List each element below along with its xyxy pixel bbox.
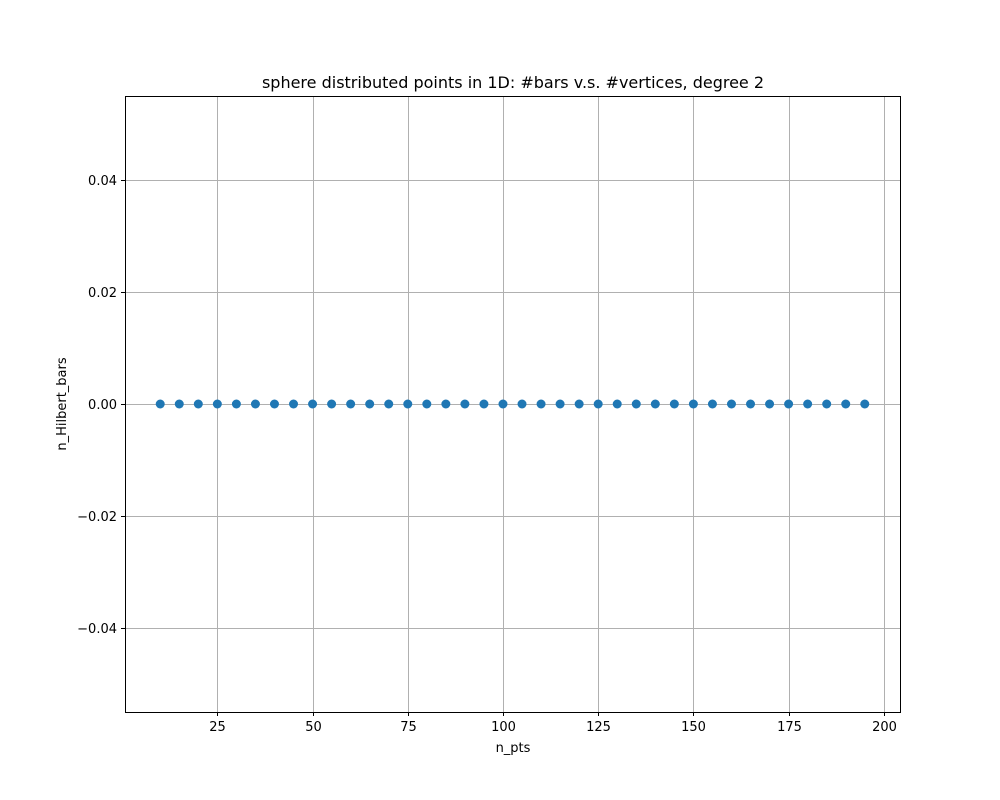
data-point — [803, 399, 813, 409]
data-point — [155, 399, 165, 409]
data-point — [517, 399, 527, 409]
x-tick-label: 175 — [777, 720, 802, 735]
data-point — [765, 399, 775, 409]
data-point — [650, 399, 660, 409]
data-point — [707, 399, 717, 409]
data-point — [498, 399, 508, 409]
grid — [125, 96, 900, 712]
data-point — [746, 399, 756, 409]
data-point — [193, 399, 203, 409]
data-point — [631, 399, 641, 409]
x-axis-ticks: 25 50 75 100 125 150 175 200 — [209, 712, 897, 735]
data-point — [384, 399, 394, 409]
x-axis-label: n_pts — [496, 741, 531, 756]
x-tick-label: 50 — [305, 720, 322, 735]
data-point — [536, 399, 546, 409]
data-point — [346, 399, 356, 409]
data-point — [822, 399, 832, 409]
data-point — [612, 399, 622, 409]
data-point — [841, 399, 851, 409]
data-point — [327, 399, 337, 409]
x-tick-label: 75 — [400, 720, 417, 735]
data-point — [250, 399, 260, 409]
data-point — [441, 399, 451, 409]
data-point — [289, 399, 299, 409]
x-tick-label: 150 — [681, 720, 706, 735]
y-axis-label: n_Hilbert_bars — [55, 357, 70, 450]
data-point — [669, 399, 679, 409]
y-tick-label: −0.02 — [77, 510, 117, 525]
y-tick-label: 0.04 — [88, 174, 117, 189]
data-point — [726, 399, 736, 409]
plot-frame — [125, 96, 901, 713]
data-point — [593, 399, 603, 409]
chart-title: sphere distributed points in 1D: #bars v… — [262, 73, 764, 92]
data-point — [212, 399, 222, 409]
x-tick-label: 100 — [491, 720, 516, 735]
x-tick-label: 125 — [586, 720, 611, 735]
data-point — [784, 399, 794, 409]
data-point — [860, 399, 870, 409]
y-tick-label: −0.04 — [77, 622, 117, 637]
data-point — [231, 399, 241, 409]
x-tick-label: 25 — [209, 720, 226, 735]
data-point — [403, 399, 413, 409]
data-point — [174, 399, 184, 409]
data-points — [155, 399, 870, 409]
data-point — [365, 399, 375, 409]
y-axis-ticks: −0.04 −0.02 0.00 0.02 0.04 — [77, 174, 125, 637]
x-tick-label: 200 — [872, 720, 897, 735]
data-point — [688, 399, 698, 409]
data-point — [479, 399, 489, 409]
data-point — [555, 399, 565, 409]
y-tick-label: 0.00 — [88, 398, 117, 413]
data-point — [422, 399, 432, 409]
data-point — [460, 399, 470, 409]
data-point — [269, 399, 279, 409]
data-point — [308, 399, 318, 409]
data-point — [574, 399, 584, 409]
y-tick-label: 0.02 — [88, 286, 117, 301]
